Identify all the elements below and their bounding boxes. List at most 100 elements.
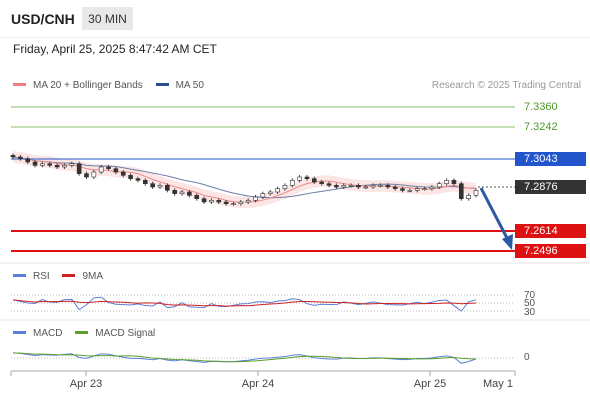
candle-body bbox=[194, 195, 200, 199]
candle-body bbox=[334, 185, 339, 188]
candle-body bbox=[172, 190, 177, 194]
candle-body bbox=[319, 181, 324, 184]
rsi-label: RSI bbox=[33, 271, 50, 282]
candle-body bbox=[341, 185, 347, 188]
candle-body bbox=[179, 191, 185, 194]
candlestick-series bbox=[10, 153, 479, 206]
rsi-ma-label: 9MA bbox=[82, 271, 104, 282]
candle-body bbox=[436, 183, 442, 188]
candle-body bbox=[378, 185, 383, 187]
timeframe-button[interactable]: 30 MIN bbox=[82, 7, 133, 30]
legend-price: MA 20 + Bollinger Bands MA 50 bbox=[13, 80, 204, 91]
candle-body bbox=[216, 200, 222, 203]
candle-body bbox=[113, 168, 119, 173]
candle-body bbox=[275, 188, 280, 193]
candle-body bbox=[400, 188, 405, 191]
candle-body bbox=[223, 201, 229, 204]
x-label-apr24: Apr 24 bbox=[242, 378, 274, 390]
legend-macd: MACD MACD Signal bbox=[13, 328, 155, 339]
signal-label: MACD Signal bbox=[95, 328, 156, 339]
macd-label: MACD bbox=[33, 328, 63, 339]
level-label-r1: 7.3242 bbox=[524, 121, 558, 133]
candle-body bbox=[106, 166, 111, 169]
candle-body bbox=[407, 190, 413, 192]
candle-body bbox=[260, 193, 266, 198]
level-label-last: 7.2876 bbox=[515, 180, 586, 194]
candle-body bbox=[201, 198, 207, 203]
candle-body bbox=[150, 183, 155, 188]
candle-body bbox=[282, 185, 288, 189]
legend-rsi: RSI 9MA bbox=[13, 271, 103, 282]
x-label-apr25: Apr 25 bbox=[414, 378, 446, 390]
candle-body bbox=[135, 178, 141, 181]
candle-body bbox=[47, 163, 53, 166]
rsi-ma-swatch bbox=[62, 273, 76, 277]
candle-body bbox=[32, 161, 38, 166]
candle-body bbox=[62, 165, 67, 168]
timestamp: Friday, April 25, 2025 8:47:42 AM CET bbox=[13, 42, 217, 56]
ma20-line bbox=[12, 156, 477, 203]
forecast-arrow-head bbox=[502, 234, 513, 250]
candle-body bbox=[363, 186, 369, 189]
candle-body bbox=[91, 171, 97, 178]
signal-swatch bbox=[75, 330, 89, 334]
candle-body bbox=[429, 186, 435, 189]
macd-swatch bbox=[13, 330, 26, 334]
level-label-s2: 7.2496 bbox=[515, 244, 586, 258]
candle-body bbox=[392, 186, 398, 189]
candle-body bbox=[385, 185, 391, 188]
rsi-label-70: 70 bbox=[524, 290, 536, 301]
candle-body bbox=[304, 176, 310, 179]
candle-body bbox=[253, 196, 258, 201]
rsi-label-50: 50 bbox=[524, 298, 536, 309]
macd-label-zero: 0 bbox=[524, 352, 530, 363]
candle-body bbox=[466, 195, 471, 199]
candle-body bbox=[238, 201, 244, 204]
macd-signal-line bbox=[12, 352, 477, 363]
candle-body bbox=[76, 163, 82, 174]
candle-body bbox=[165, 185, 170, 191]
candle-body bbox=[473, 190, 479, 196]
candle-body bbox=[142, 180, 148, 184]
candle-body bbox=[157, 185, 163, 188]
x-label-apr23: Apr 23 bbox=[70, 378, 102, 390]
rsi-label-30: 30 bbox=[524, 307, 536, 318]
candle-body bbox=[312, 178, 317, 183]
rsi-line bbox=[12, 296, 477, 312]
candle-body bbox=[187, 191, 192, 196]
candle-body bbox=[40, 163, 45, 166]
candle-body bbox=[98, 166, 104, 173]
bollinger-band bbox=[13, 151, 476, 209]
candle-body bbox=[422, 188, 427, 190]
candle-body bbox=[297, 176, 302, 181]
candle-body bbox=[267, 191, 273, 194]
candle-body bbox=[414, 188, 420, 191]
credit-text: Research © 2025 Trading Central bbox=[431, 80, 581, 91]
level-label-pivot: 7.3043 bbox=[515, 152, 586, 166]
candle-body bbox=[25, 158, 30, 163]
candle-body bbox=[326, 183, 332, 186]
symbol-title: USD/CNH bbox=[11, 11, 75, 27]
candle-body bbox=[120, 171, 126, 176]
macd-line bbox=[12, 352, 477, 364]
candle-body bbox=[128, 175, 133, 179]
candle-body bbox=[289, 180, 295, 186]
candle-body bbox=[54, 165, 60, 168]
candle-body bbox=[451, 180, 457, 184]
ma50-swatch bbox=[155, 82, 169, 86]
ma20-label: MA 20 + Bollinger Bands bbox=[33, 80, 143, 91]
candle-body bbox=[370, 185, 376, 188]
candle-body bbox=[444, 180, 449, 184]
candle-body bbox=[69, 163, 75, 166]
level-label-r2: 7.3360 bbox=[524, 101, 558, 113]
candle-body bbox=[231, 203, 236, 205]
x-label-may1: May 1 bbox=[483, 378, 513, 390]
ma50-line bbox=[12, 156, 477, 199]
ma20-swatch bbox=[13, 82, 26, 86]
candle-body bbox=[10, 155, 16, 158]
candle-body bbox=[209, 200, 214, 203]
level-label-s1: 7.2614 bbox=[515, 224, 586, 238]
ma50-label: MA 50 bbox=[175, 80, 204, 91]
candle-body bbox=[348, 185, 354, 187]
